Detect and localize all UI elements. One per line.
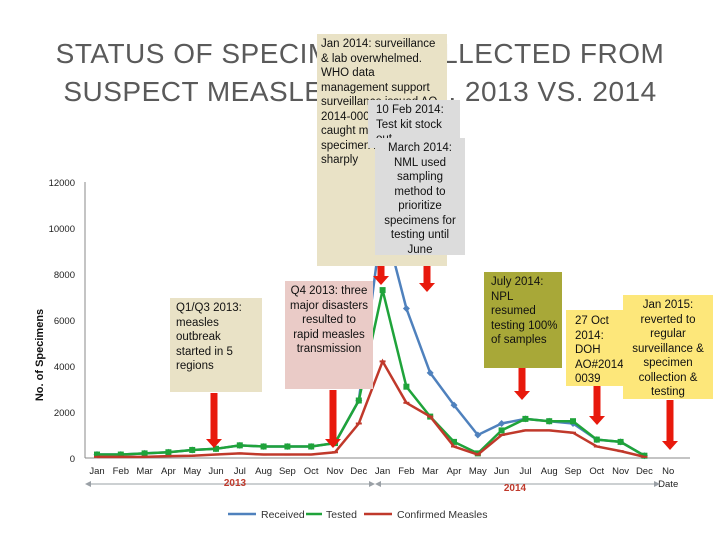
x-axis-label: Date	[658, 479, 678, 490]
x-tick-label: Jul	[519, 466, 531, 477]
x-tick-label: Dec	[350, 466, 367, 477]
annotation-jul-2014: July 2014: NPL resumed testing 100% of s…	[484, 272, 562, 368]
x-tick-label: Aug	[255, 466, 272, 477]
annotation-mar-2014: March 2014: NML used sampling method to …	[375, 138, 465, 256]
x-tick-label: Aug	[541, 466, 558, 477]
annotation-jan-2015: Jan 2015: reverted to regular surveillan…	[623, 295, 713, 399]
x-tick-label: Apr	[161, 466, 176, 477]
x-tick-label: Oct	[304, 466, 319, 477]
point-tested	[213, 445, 219, 452]
red-arrow-head	[373, 276, 389, 285]
red-arrow-shaft	[329, 390, 337, 440]
red-arrow-head	[419, 283, 435, 292]
point-tested	[141, 450, 148, 457]
x-tick-label: Dec	[636, 466, 653, 477]
x-tick-label: No	[662, 466, 674, 477]
chart-legend: Received Tested Confirmed Measles	[228, 509, 487, 521]
year-timeline-2014: 2014	[375, 481, 660, 494]
x-tick-label: Sep	[565, 466, 582, 477]
series-line-confirmed	[97, 358, 645, 459]
legend-received-label: Received	[261, 509, 305, 521]
red-arrow-head	[206, 439, 222, 448]
annotation-oct-2014: 27 Oct 2014: DOH AO#2014-0039	[566, 310, 628, 386]
legend-confirmed-label: Confirmed Measles	[397, 509, 487, 521]
red-arrow-head	[589, 416, 605, 425]
point-tested	[522, 415, 529, 422]
red-arrow-head	[514, 391, 530, 400]
point-tested	[284, 443, 291, 450]
point-received	[474, 431, 482, 439]
point-received	[450, 401, 458, 409]
y-tick-label: 6000	[54, 316, 75, 327]
x-tick-label: Oct	[589, 466, 604, 477]
point-tested	[236, 442, 243, 449]
point-tested	[617, 438, 624, 445]
annotation-arrows	[206, 255, 678, 450]
point-tested	[403, 383, 410, 390]
x-tick-label: Nov	[327, 466, 344, 477]
point-tested	[308, 443, 315, 450]
y-tick-label: 10000	[49, 224, 75, 235]
point-tested	[379, 287, 386, 294]
x-tick-label: Jun	[208, 466, 223, 477]
x-tick-labels: Jan Feb Mar Apr May Jun Jul Aug Sep Oct Nov Dec Jan F…	[89, 466, 678, 490]
red-arrow-shaft	[210, 393, 218, 440]
point-tested	[189, 446, 196, 453]
annotation-q4-2013: Q4 2013: three major disasters resulted …	[285, 281, 373, 389]
point-received	[426, 369, 434, 377]
year-label-2013: 2013	[224, 478, 247, 489]
x-tick-label: Jan	[375, 466, 390, 477]
x-tick-label: Apr	[447, 466, 462, 477]
x-tick-label: Mar	[422, 466, 438, 477]
red-arrow-shaft	[423, 255, 431, 284]
point-tested	[117, 451, 124, 458]
x-tick-label: Nov	[612, 466, 629, 477]
y-tick-label: 2000	[54, 408, 75, 419]
point-received	[498, 420, 506, 427]
y-tick-label: 8000	[54, 270, 75, 281]
y-tick-label: 0	[70, 454, 75, 465]
y-tick-label: 4000	[54, 362, 75, 373]
x-tick-label: Jul	[234, 466, 246, 477]
red-arrow-shaft	[518, 368, 526, 392]
year-label-2014: 2014	[504, 483, 527, 494]
point-tested	[593, 436, 600, 443]
x-tick-label: Jun	[494, 466, 509, 477]
x-tick-label: Sep	[279, 466, 296, 477]
point-tested	[546, 418, 553, 425]
point-tested	[355, 397, 362, 404]
x-tick-label: Mar	[136, 466, 152, 477]
y-axis-label: No. of Specimens	[34, 309, 46, 401]
red-arrow-head	[662, 441, 678, 450]
x-tick-label: Feb	[398, 466, 414, 477]
year-timeline-2013: 2013	[85, 478, 375, 489]
point-tested	[165, 449, 172, 456]
legend-tested-label: Tested	[326, 509, 357, 521]
red-arrow-shaft	[666, 400, 674, 442]
x-tick-label: Jan	[89, 466, 104, 477]
point-tested	[498, 427, 505, 434]
red-arrow-shaft	[377, 266, 385, 277]
red-arrow-head	[325, 439, 341, 448]
point-tested	[260, 443, 267, 450]
y-tick-labels: 0 2000 4000 6000 8000 10000 12000	[49, 178, 75, 465]
x-tick-label: May	[469, 466, 487, 477]
x-tick-label: Feb	[113, 466, 129, 477]
x-tick-label: May	[183, 466, 201, 477]
point-tested	[570, 418, 576, 425]
point-tested	[451, 438, 457, 445]
red-arrow-shaft	[593, 386, 601, 417]
annotation-q1q3-2013: Q1/Q3 2013: measles outbreak started in …	[170, 298, 262, 392]
point-received	[402, 305, 410, 312]
y-tick-label: 12000	[49, 178, 75, 189]
point-tested	[94, 451, 100, 458]
